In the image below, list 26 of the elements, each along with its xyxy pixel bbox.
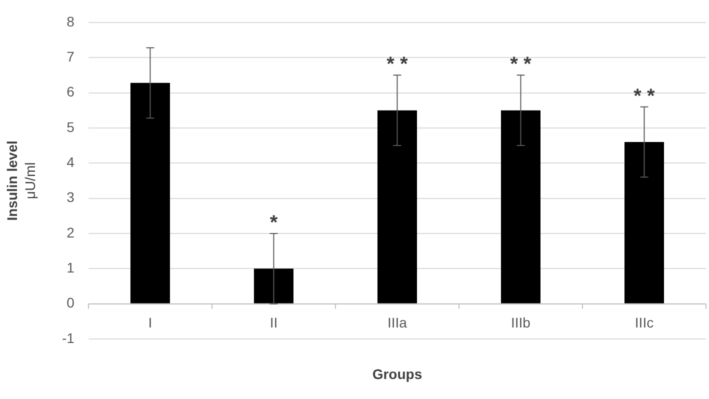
y-tick-label: 1 — [66, 260, 75, 276]
y-axis-title: Insulin level μU/ml — [4, 140, 38, 221]
bar — [130, 82, 170, 304]
annotation: * * — [510, 54, 532, 76]
y-tick-label: 3 — [66, 189, 75, 206]
bar — [500, 110, 540, 304]
y-tick-label: 4 — [66, 154, 75, 170]
x-tick-label: IIIc — [634, 314, 654, 330]
bar — [254, 268, 294, 304]
annotation: * * — [634, 85, 656, 108]
y-tick-label: -1 — [62, 330, 75, 346]
x-tick-label: I — [148, 314, 152, 330]
y-tick-label: 0 — [66, 294, 75, 311]
y-tick-label: 8 — [66, 13, 75, 30]
y-tick-label: 7 — [66, 48, 75, 64]
annotation: * — [270, 212, 278, 234]
y-tick-label: 6 — [66, 84, 75, 100]
bar — [624, 142, 664, 304]
annotation: * * — [386, 54, 408, 76]
x-tick-label: II — [270, 314, 278, 330]
bar — [377, 110, 417, 304]
y-tick-label: 5 — [66, 118, 75, 135]
x-axis-title: Groups — [372, 366, 422, 382]
x-tick-label: IIIa — [387, 314, 408, 330]
x-tick-label: IIIb — [511, 314, 531, 330]
y-tick-label: 2 — [66, 224, 75, 240]
